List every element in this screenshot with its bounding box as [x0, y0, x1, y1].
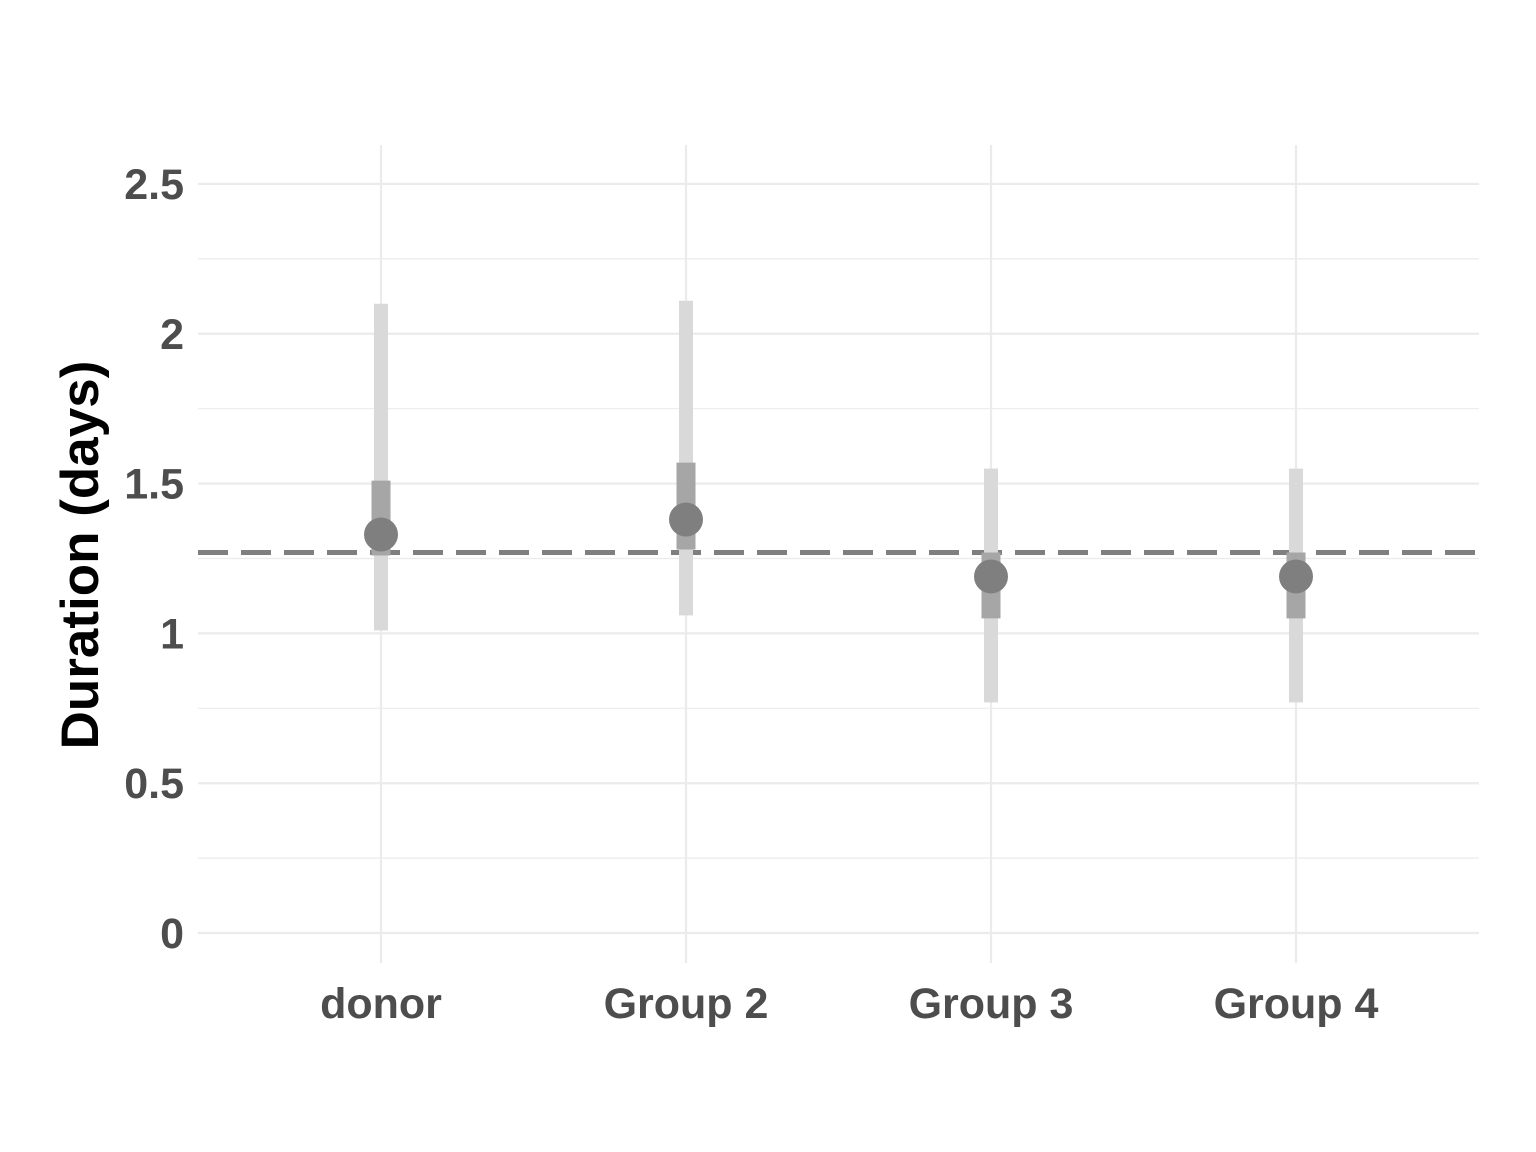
y-tick-label: 1 — [160, 610, 184, 658]
x-tick-label: Group 2 — [604, 980, 769, 1028]
y-tick-label: 0 — [160, 910, 184, 958]
y-tick-label: 1.5 — [124, 461, 184, 509]
data-point — [974, 559, 1008, 594]
y-tick-label: 2 — [160, 311, 184, 359]
y-tick-labels: 0 0.5 1 1.5 2 2.5 — [124, 161, 184, 958]
y-tick-label: 2.5 — [124, 161, 184, 209]
x-tick-labels: donor Group 2 Group 3 Group 4 — [320, 980, 1378, 1028]
x-tick-label: donor — [320, 980, 442, 1028]
interval-bars — [371, 300, 1306, 703]
data-points — [364, 502, 1313, 594]
y-tick-label: 0.5 — [124, 760, 184, 808]
data-point — [1279, 559, 1313, 594]
data-point — [364, 517, 398, 552]
y-axis-title: Duration (days) — [51, 361, 110, 750]
x-tick-label: Group 3 — [909, 980, 1074, 1028]
x-tick-label: Group 4 — [1214, 980, 1379, 1028]
data-point — [669, 502, 703, 537]
